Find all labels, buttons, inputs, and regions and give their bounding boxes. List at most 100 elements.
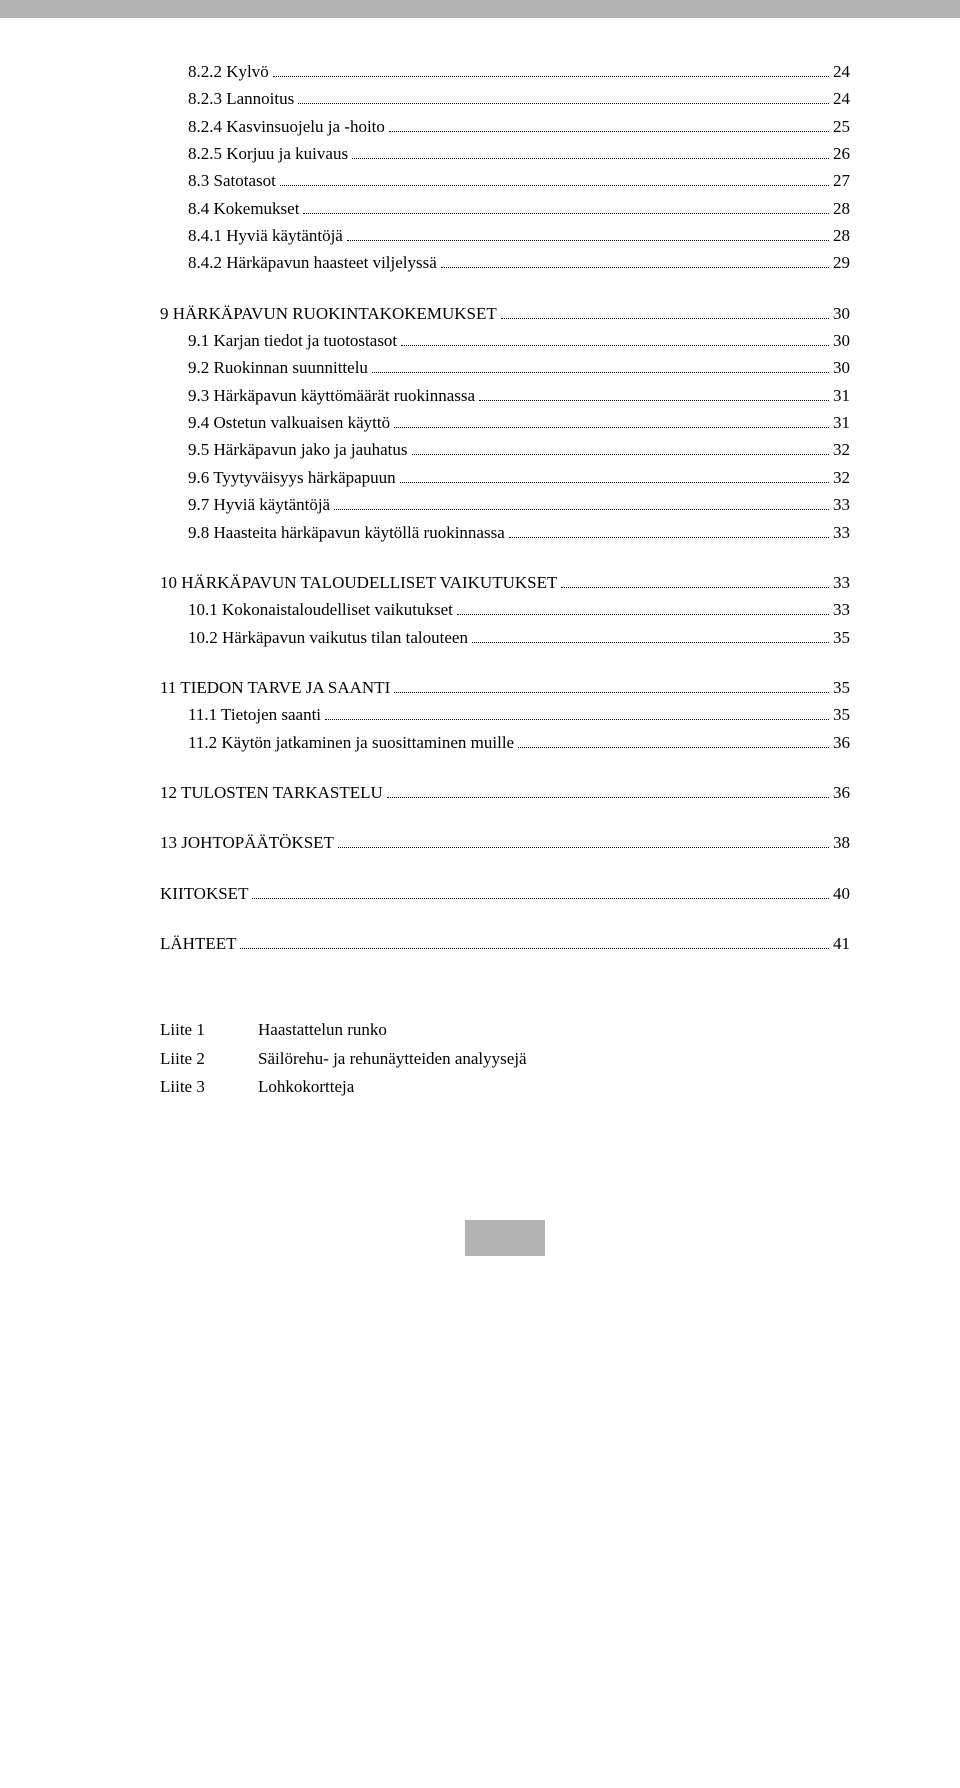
appendix-value: Säilörehu- ja rehunäytteiden analyysejä <box>258 1046 527 1072</box>
toc-page-number: 33 <box>833 492 850 518</box>
toc-page-number: 31 <box>833 383 850 409</box>
toc-leader-dots <box>472 627 829 642</box>
toc-row: 8.4.2 Härkäpavun haasteet viljelyssä 29 <box>160 250 850 276</box>
toc-label: 8.4 Kokemukset <box>188 196 299 222</box>
toc-leader-dots <box>240 934 829 949</box>
toc-label: 10 HÄRKÄPAVUN TALOUDELLISET VAIKUTUKSET <box>160 570 557 596</box>
toc-label: KIITOKSET <box>160 881 248 907</box>
toc-page-number: 30 <box>833 355 850 381</box>
appendix-list: Liite 1 Haastattelun runko Liite 2 Säilöreh… <box>160 1017 850 1100</box>
toc-label: 9.1 Karjan tiedot ja tuotostasot <box>188 328 397 354</box>
toc-gap <box>160 908 850 930</box>
appendix-key: Liite 2 <box>160 1046 222 1072</box>
toc-gap <box>160 652 850 674</box>
toc-page-number: 24 <box>833 86 850 112</box>
toc-label: LÄHTEET <box>160 931 236 957</box>
header-bar <box>0 0 960 18</box>
toc-leader-dots <box>303 198 829 213</box>
toc-gap <box>160 858 850 880</box>
toc-leader-dots <box>394 678 829 693</box>
toc-page-number: 32 <box>833 437 850 463</box>
toc-gap <box>160 757 850 779</box>
toc-row: 8.2.2 Kylvö24 <box>160 59 850 85</box>
toc-page-number: 33 <box>833 520 850 546</box>
toc-leader-dots <box>338 833 829 848</box>
toc-gap <box>160 547 850 569</box>
footer-block <box>465 1220 545 1256</box>
toc-label: 9.4 Ostetun valkuaisen käyttö <box>188 410 390 436</box>
toc-row: 8.4 Kokemukset 28 <box>160 196 850 222</box>
toc-page-number: 36 <box>833 730 850 756</box>
toc-page-number: 36 <box>833 780 850 806</box>
toc-page-number: 31 <box>833 410 850 436</box>
toc-gap <box>160 278 850 300</box>
toc-leader-dots <box>400 468 829 483</box>
toc-leader-dots <box>273 62 829 77</box>
toc-label: 11.2 Käytön jatkaminen ja suosittaminen … <box>188 730 514 756</box>
toc-row: LÄHTEET41 <box>160 931 850 957</box>
toc-page-number: 35 <box>833 625 850 651</box>
toc-row: 9.7 Hyviä käytäntöjä 33 <box>160 492 850 518</box>
toc-label: 9.3 Härkäpavun käyttömäärät ruokinnassa <box>188 383 475 409</box>
toc-row: 13 JOHTOPÄÄTÖKSET38 <box>160 830 850 856</box>
toc-leader-dots <box>298 89 829 104</box>
toc-leader-dots <box>561 573 829 588</box>
toc-leader-dots <box>479 385 829 400</box>
toc-row: 8.3 Satotasot 27 <box>160 168 850 194</box>
toc-label: 9.2 Ruokinnan suunnittelu <box>188 355 368 381</box>
toc-leader-dots <box>518 732 829 747</box>
appendix-key: Liite 3 <box>160 1074 222 1100</box>
toc-leader-dots <box>352 144 829 159</box>
toc-row: 9.6 Tyytyväisyys härkäpapuun32 <box>160 465 850 491</box>
toc-row: 9.4 Ostetun valkuaisen käyttö 31 <box>160 410 850 436</box>
toc-gap <box>160 807 850 829</box>
toc-leader-dots <box>389 116 829 131</box>
toc-label: 9 HÄRKÄPAVUN RUOKINTAKOKEMUKSET <box>160 301 497 327</box>
toc-row: 8.4.1 Hyviä käytäntöjä 28 <box>160 223 850 249</box>
toc-label: 8.2.3 Lannoitus <box>188 86 294 112</box>
toc-leader-dots <box>401 331 829 346</box>
toc-label: 9.6 Tyytyväisyys härkäpapuun <box>188 465 396 491</box>
page-content: 8.2.2 Kylvö248.2.3 Lannoitus 24 8.2.4 Kasv… <box>0 18 960 1296</box>
toc-label: 8.3 Satotasot <box>188 168 276 194</box>
toc-label: 8.4.2 Härkäpavun haasteet viljelyssä <box>188 250 437 276</box>
toc-page-number: 27 <box>833 168 850 194</box>
appendix-row: Liite 2 Säilörehu- ja rehunäytteiden anal… <box>160 1046 850 1072</box>
appendix-row: Liite 3Lohkokortteja <box>160 1074 850 1100</box>
toc-page-number: 28 <box>833 196 850 222</box>
toc-leader-dots <box>387 783 829 798</box>
toc-row: 8.2.5 Korjuu ja kuivaus26 <box>160 141 850 167</box>
toc-row: 12 TULOSTEN TARKASTELU36 <box>160 780 850 806</box>
toc-row: 9.3 Härkäpavun käyttömäärät ruokinnassa 3… <box>160 383 850 409</box>
toc-page-number: 33 <box>833 570 850 596</box>
toc-label: 8.4.1 Hyviä käytäntöjä <box>188 223 343 249</box>
toc-label: 9.8 Haasteita härkäpavun käytöllä ruokin… <box>188 520 505 546</box>
toc-label: 9.5 Härkäpavun jako ja jauhatus <box>188 437 408 463</box>
toc-page-number: 40 <box>833 881 850 907</box>
toc-row: 11.1 Tietojen saanti35 <box>160 702 850 728</box>
toc-leader-dots <box>457 600 829 615</box>
toc-label: 9.7 Hyviä käytäntöjä <box>188 492 330 518</box>
toc-leader-dots <box>412 440 829 455</box>
toc-page-number: 38 <box>833 830 850 856</box>
toc-page-number: 30 <box>833 328 850 354</box>
toc-page-number: 35 <box>833 702 850 728</box>
toc-page-number: 28 <box>833 223 850 249</box>
toc-row: 9 HÄRKÄPAVUN RUOKINTAKOKEMUKSET30 <box>160 301 850 327</box>
toc-label: 10.1 Kokonaistaloudelliset vaikutukset <box>188 597 453 623</box>
appendix-row: Liite 1 Haastattelun runko <box>160 1017 850 1043</box>
appendix-value: Haastattelun runko <box>258 1017 387 1043</box>
toc-row: 10.2 Härkäpavun vaikutus tilan talouteen… <box>160 625 850 651</box>
toc-leader-dots <box>347 226 829 241</box>
toc-row: 9.5 Härkäpavun jako ja jauhatus 32 <box>160 437 850 463</box>
toc-page-number: 29 <box>833 250 850 276</box>
toc-row: 10.1 Kokonaistaloudelliset vaikutukset33 <box>160 597 850 623</box>
toc-leader-dots <box>372 358 829 373</box>
toc-leader-dots <box>501 303 829 318</box>
toc-row: 9.8 Haasteita härkäpavun käytöllä ruokin… <box>160 520 850 546</box>
appendix-key: Liite 1 <box>160 1017 222 1043</box>
toc-row: 9.1 Karjan tiedot ja tuotostasot 30 <box>160 328 850 354</box>
toc-leader-dots <box>394 413 829 428</box>
toc-leader-dots <box>334 495 829 510</box>
toc-label: 8.2.4 Kasvinsuojelu ja -hoito <box>188 114 385 140</box>
